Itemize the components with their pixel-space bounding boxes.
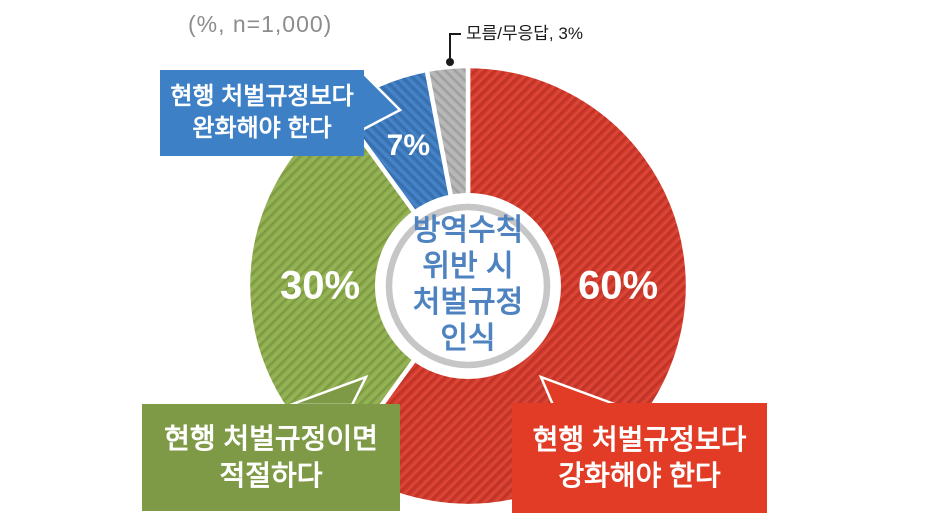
slice-percent-label-adequate: 30% [279,263,361,308]
callout-adequate-line-1: 현행 처벌규정이면 [164,423,378,455]
donut-center-title: 방역수칙 위반 시 처벌규정 인식 [378,213,558,357]
center-title-line-4: 인식 [440,322,496,355]
callout-adequate-line-2: 적절하다 [219,459,323,491]
callout-relax-line-2: 완화해야 한다 [192,115,332,142]
dk-annotation-label: 모름/무응답, 3% [466,24,583,43]
center-title-line-3: 처벌규정 [412,286,524,319]
callout-strengthen: 현행 처벌규정보다 강화해야 한다 [512,403,767,513]
slice-percent-label-relax: 7% [386,129,431,163]
callout-relax-line-1: 현행 처벌규정보다 [170,83,354,111]
center-title-line-2: 위반 시 [422,250,514,283]
dk-leader-dot [446,58,454,66]
center-title-line-1: 방역수칙 [412,214,524,247]
callout-relax: 현행 처벌규정보다 완화해야 한다 [160,70,364,156]
dk-leader-line [449,33,461,62]
callout-adequate: 현행 처벌규정이면 적절하다 [142,404,400,511]
sample-size-note: (%, n=1,000) [188,11,333,37]
callout-strengthen-line-1: 현행 처벌규정보다 [532,423,747,455]
callout-strengthen-line-2: 강화해야 한다 [558,460,721,491]
donut-hole-ring [385,203,551,369]
slice-percent-label-strengthen: 60% [577,263,659,308]
